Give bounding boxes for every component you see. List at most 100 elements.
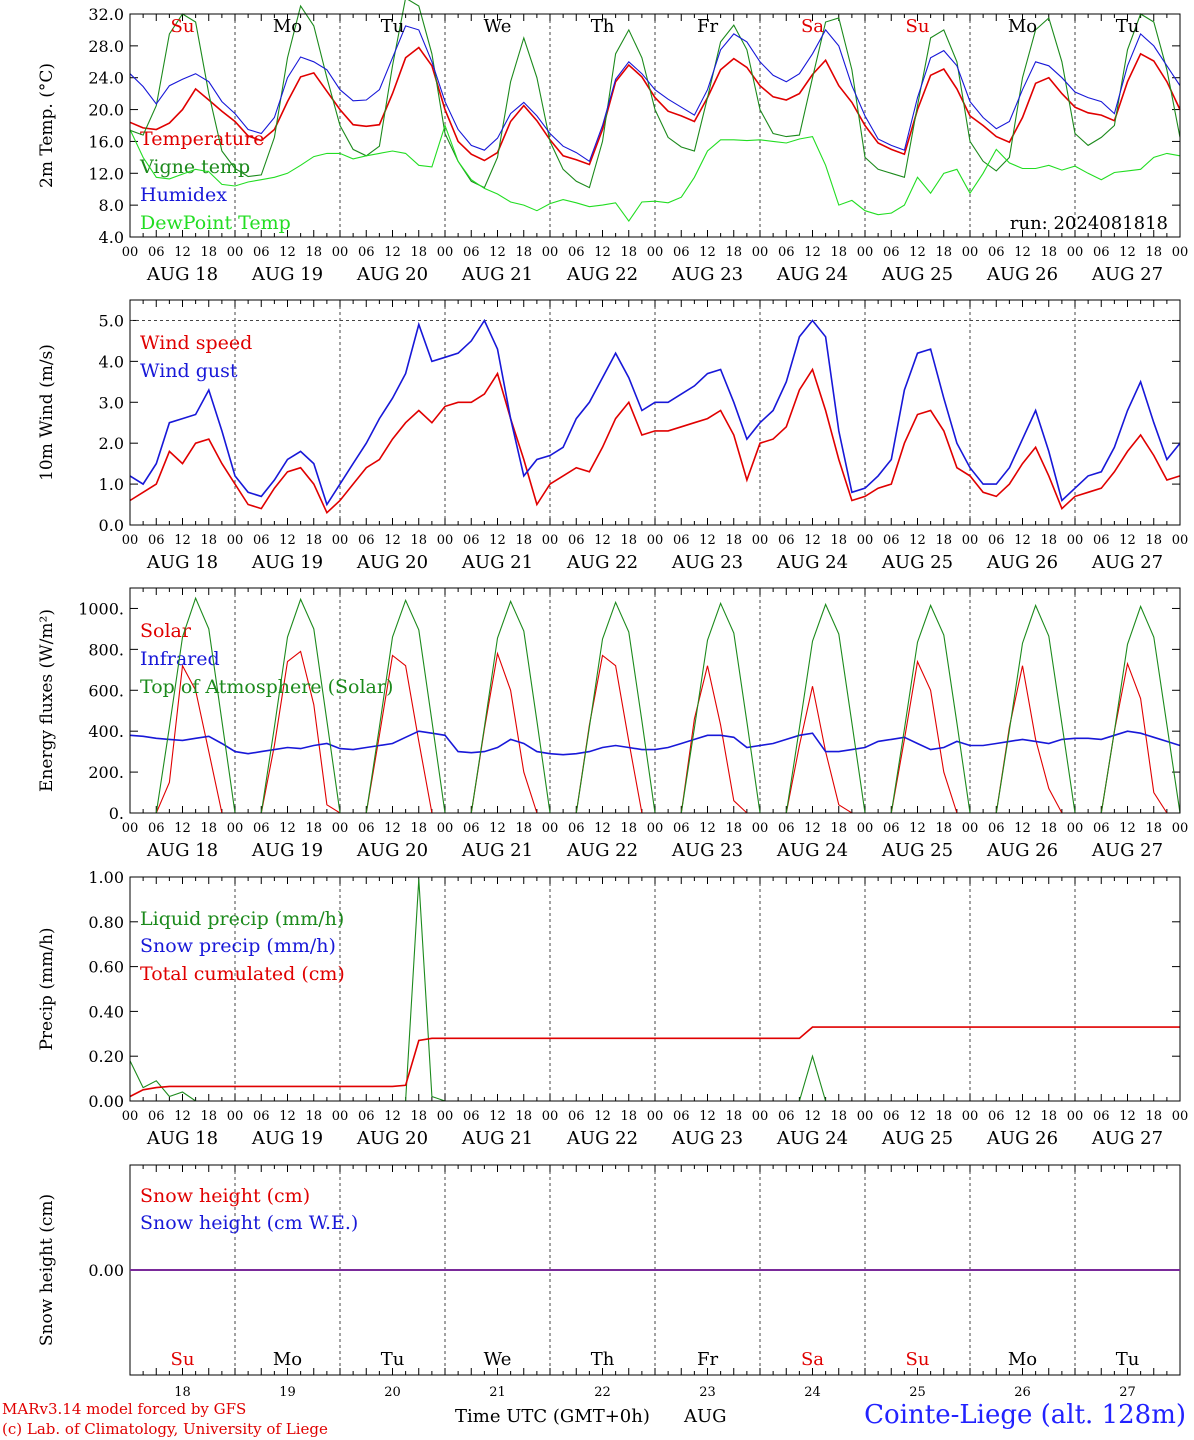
hour-label: 00 [1067,1109,1084,1124]
hour-label: 06 [988,1109,1005,1124]
hour-label: 00 [962,533,979,548]
hour-label: 00 [542,245,559,260]
hour-label: 18 [830,1109,847,1124]
hour-label: 06 [253,533,270,548]
hour-label: 18 [305,1109,322,1124]
day-label: AUG 22 [566,1128,638,1149]
day-number-label: 24 [804,1385,821,1400]
weekday-label: Mo [273,16,302,37]
hour-label: 18 [1145,245,1162,260]
hour-label: 12 [699,245,716,260]
legend-entry: Snow height (cm) [140,1185,310,1207]
hour-label: 18 [515,245,532,260]
y-tick-label: 12.0 [88,164,124,183]
weekday-label: Th [591,16,615,37]
y-axis-label: Snow height (cm) [37,1194,57,1346]
hour-label: 18 [410,821,427,836]
hour-label: 12 [384,821,401,836]
hour-label: 06 [778,533,795,548]
day-label: AUG 23 [671,552,743,573]
hour-label: 12 [594,533,611,548]
hour-label: 00 [227,1109,244,1124]
weekday-label: Mo [1008,1349,1037,1370]
day-label: AUG 20 [356,1128,428,1149]
day-label: AUG 19 [251,552,323,573]
weekday-label: Mo [1008,16,1037,37]
hour-label: 12 [1119,533,1136,548]
hour-label: 00 [122,245,139,260]
series-line [129,730,1181,756]
panel-frame [129,876,1181,1102]
hour-label: 18 [515,1109,532,1124]
hour-label: 06 [568,1109,585,1124]
hour-label: 00 [437,245,454,260]
y-tick-label: 0.60 [88,958,124,977]
weekday-label: Su [906,16,930,37]
hour-label: 18 [725,245,742,260]
day-label: AUG 19 [251,264,323,285]
hour-label: 12 [594,821,611,836]
hour-label: 18 [305,533,322,548]
hour-label: 12 [1014,245,1031,260]
day-label: AUG 20 [356,840,428,861]
hour-label: 00 [332,1109,349,1124]
y-tick-label: 20.0 [88,101,124,120]
day-label: AUG 21 [461,1128,533,1149]
day-label: AUG 27 [1091,840,1163,861]
hour-label: 06 [673,821,690,836]
day-label: AUG 27 [1091,1128,1163,1149]
hour-label: 06 [988,533,1005,548]
hour-label: 00 [1172,245,1189,260]
y-tick-label: 2.0 [99,434,124,453]
hour-label: 06 [253,1109,270,1124]
hour-label: 06 [988,821,1005,836]
legend-entry: Liquid precip (mm/h) [140,908,344,930]
hour-label: 00 [227,821,244,836]
y-tick-label: 0.80 [88,913,124,932]
hour-label: 18 [725,1109,742,1124]
hour-label: 06 [253,821,270,836]
legend-entry: Temperature [140,128,264,150]
hour-label: 18 [200,533,217,548]
day-number-label: 20 [384,1385,401,1400]
hour-label: 06 [988,245,1005,260]
day-number-label: 27 [1119,1385,1136,1400]
hour-label: 06 [148,533,165,548]
hour-label: 12 [804,821,821,836]
hour-label: 00 [962,245,979,260]
hour-label: 18 [200,245,217,260]
hour-label: 18 [830,533,847,548]
hour-label: 00 [1172,821,1189,836]
hour-label: 00 [437,533,454,548]
hour-label: 00 [1067,533,1084,548]
day-label: AUG 18 [146,840,218,861]
day-label: AUG 22 [566,840,638,861]
hour-label: 18 [1145,1109,1162,1124]
hour-label: 18 [935,821,952,836]
hour-label: 18 [305,821,322,836]
hour-label: 00 [122,821,139,836]
day-number-label: 21 [489,1385,506,1400]
station-name: Cointe-Liege (alt. 128m) [864,1400,1186,1430]
y-axis-label: 10m Wind (m/s) [37,344,57,481]
hour-label: 06 [1093,821,1110,836]
day-label: AUG 19 [251,1128,323,1149]
day-number-label: 19 [279,1385,296,1400]
time-axis-label: Time UTC (GMT+0h) [455,1406,650,1427]
hour-label: 06 [778,821,795,836]
hour-label: 12 [489,1109,506,1124]
hour-label: 12 [489,821,506,836]
day-label: AUG 25 [881,840,953,861]
hour-label: 18 [410,533,427,548]
hour-label: 18 [1040,533,1057,548]
hour-label: 06 [358,245,375,260]
hour-label: 06 [1093,533,1110,548]
hour-label: 18 [725,533,742,548]
weekday-label: Su [906,1349,930,1370]
hour-label: 00 [332,533,349,548]
day-label: AUG 24 [776,552,848,573]
hour-label: 12 [594,245,611,260]
hour-label: 00 [542,1109,559,1124]
day-number-label: 26 [1014,1385,1031,1400]
hour-label: 06 [1093,1109,1110,1124]
